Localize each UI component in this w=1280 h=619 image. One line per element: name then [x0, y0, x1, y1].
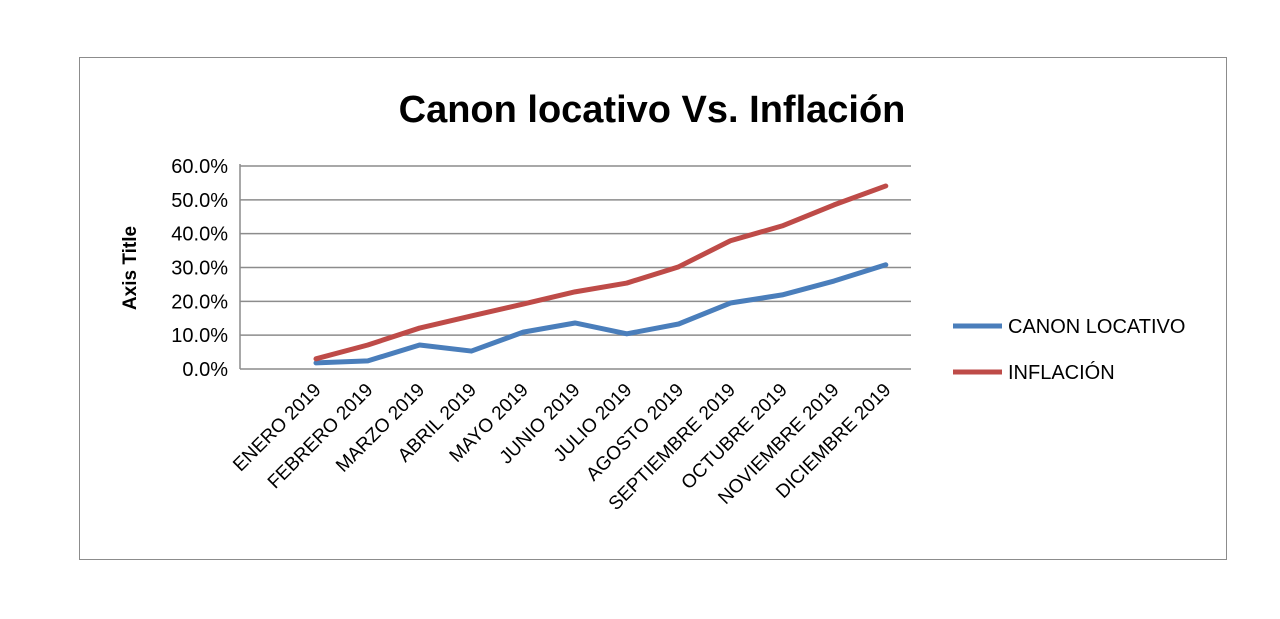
series-line-1 — [313, 183, 889, 362]
x-tick-label: ENERO 2019 — [229, 380, 325, 476]
y-tick-label: 10.0% — [171, 325, 228, 347]
y-axis-title: Axis Title — [120, 226, 141, 310]
y-tick-label: 40.0% — [171, 224, 228, 246]
y-tick-label: 30.0% — [171, 258, 228, 280]
legend-label: CANON LOCATIVO — [1008, 316, 1185, 338]
y-tick-label: 50.0% — [171, 190, 228, 212]
chart-frame — [79, 57, 1227, 560]
chart-title: Canon locativo Vs. Inflación — [399, 89, 906, 131]
y-tick-label: 0.0% — [182, 359, 228, 381]
y-tick-label: 20.0% — [171, 291, 228, 313]
y-tick-label: 60.0% — [171, 156, 228, 178]
legend-label: INFLACIÓN — [1008, 361, 1115, 384]
series-line-0 — [313, 262, 889, 366]
